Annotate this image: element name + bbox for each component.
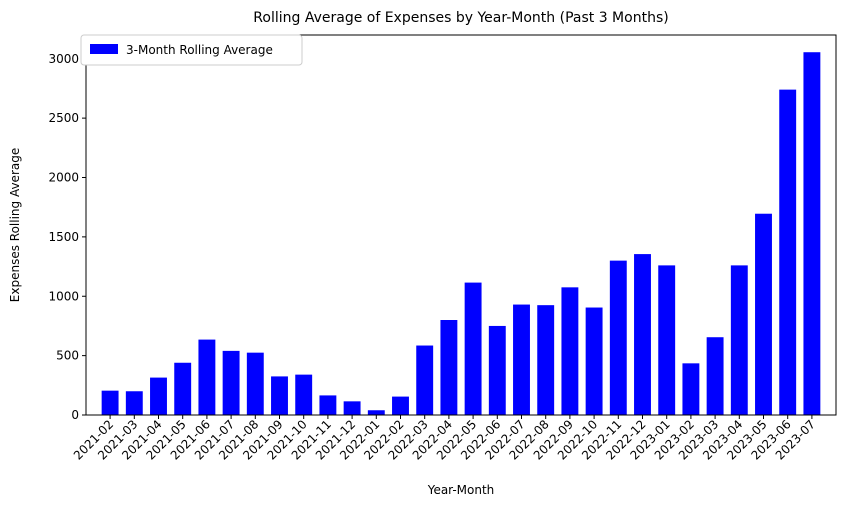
bar-2023-01 bbox=[658, 265, 676, 416]
y-tick-label: 0 bbox=[71, 408, 79, 422]
bar-2021-03 bbox=[125, 391, 143, 415]
bar-2022-03 bbox=[416, 345, 434, 415]
bar-2023-02 bbox=[682, 363, 700, 415]
bar-2022-09 bbox=[561, 287, 579, 415]
bar-2021-02 bbox=[101, 390, 119, 415]
bar-2021-10 bbox=[295, 374, 313, 416]
y-tick-label: 500 bbox=[56, 349, 79, 363]
bars-group bbox=[101, 52, 821, 416]
legend-swatch bbox=[90, 44, 118, 54]
bar-2023-05 bbox=[755, 213, 772, 415]
x-axis-title: Year-Month bbox=[427, 483, 495, 497]
legend: 3-Month Rolling Average bbox=[80, 34, 303, 66]
bar-2022-06 bbox=[488, 325, 506, 415]
bar-2021-07 bbox=[222, 350, 240, 416]
bar-2022-04 bbox=[440, 320, 458, 415]
bar-2023-06 bbox=[779, 89, 797, 416]
bar-2022-08 bbox=[537, 305, 555, 415]
y-tick-label: 3000 bbox=[48, 52, 79, 66]
bar-2022-02 bbox=[392, 396, 409, 415]
bar-2023-04 bbox=[730, 265, 748, 416]
bar-2022-01 bbox=[367, 410, 385, 415]
bar-2021-06 bbox=[198, 339, 216, 415]
legend-label: 3-Month Rolling Average bbox=[126, 43, 273, 57]
bar-2022-07 bbox=[513, 304, 530, 415]
y-axis-title: Expenses Rolling Average bbox=[8, 148, 22, 302]
bar-2022-05 bbox=[464, 282, 482, 415]
x-axis-ticks: 2021-022021-032021-042021-052021-062021-… bbox=[71, 415, 818, 463]
bar-2021-09 bbox=[271, 376, 288, 415]
y-tick-label: 2000 bbox=[48, 171, 79, 185]
bar-2022-10 bbox=[585, 307, 603, 415]
bar-2023-03 bbox=[706, 337, 724, 415]
y-tick-label: 2500 bbox=[48, 111, 79, 125]
bar-2021-11 bbox=[319, 395, 337, 415]
bar-2021-05 bbox=[174, 362, 192, 415]
bar-2021-12 bbox=[343, 401, 361, 415]
legend-box bbox=[80, 34, 303, 66]
bar-2022-11 bbox=[609, 260, 627, 416]
bar-2023-07 bbox=[803, 52, 821, 415]
y-axis-ticks: 0 500 1000 1500 2000 2500 3000 bbox=[48, 52, 86, 422]
y-tick-label: 1500 bbox=[48, 230, 79, 244]
bar-2021-08 bbox=[246, 352, 264, 415]
y-tick-label: 1000 bbox=[48, 289, 79, 303]
chart-title: Rolling Average of Expenses by Year-Mont… bbox=[253, 10, 668, 26]
plot-frame bbox=[85, 34, 837, 416]
bar-2022-12 bbox=[634, 254, 651, 415]
bar-2021-04 bbox=[150, 377, 167, 415]
